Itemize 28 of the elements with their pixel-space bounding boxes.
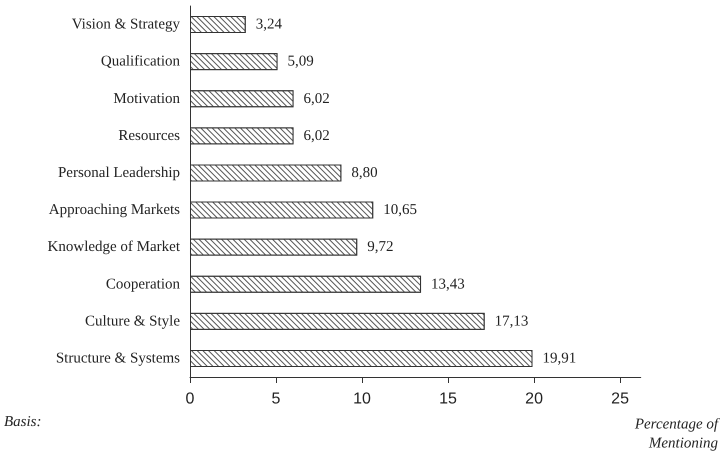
x-tick-label: 15 bbox=[439, 390, 458, 408]
data-label: 10,65 bbox=[383, 202, 417, 218]
y-tick-label: Culture & Style bbox=[85, 313, 180, 330]
data-label: 13,43 bbox=[431, 276, 465, 292]
x-tick-label: 0 bbox=[186, 390, 195, 408]
data-label: 17,13 bbox=[494, 313, 528, 330]
y-tick-label: Personal Leadership bbox=[58, 164, 180, 181]
y-tick-label: Approaching Markets bbox=[48, 202, 180, 218]
y-tick-label: Knowledge of Market bbox=[48, 239, 181, 256]
x-tick-label: 20 bbox=[525, 390, 544, 408]
text: Basis: bbox=[4, 414, 42, 431]
y-tick-label: Qualification bbox=[100, 54, 180, 70]
data-label: 8,80 bbox=[351, 164, 378, 181]
data-label: 9,72 bbox=[367, 239, 394, 256]
y-tick-label: Vision & Strategy bbox=[72, 16, 180, 33]
y-tick-label: Motivation bbox=[113, 90, 180, 107]
y-tick-label: Resources bbox=[118, 128, 180, 144]
x-tick-label: 10 bbox=[353, 390, 372, 408]
y-tick-label: Structure & Systems bbox=[56, 350, 180, 366]
data-label: 19,91 bbox=[542, 350, 576, 366]
x-tick-label: 5 bbox=[272, 390, 281, 408]
x-axis-title: Percentage of Mentioning bbox=[634, 416, 720, 452]
data-label: 6,02 bbox=[304, 128, 330, 144]
x-tick-label: 25 bbox=[611, 390, 630, 408]
data-label: 5,09 bbox=[288, 54, 314, 70]
data-label: 6,02 bbox=[304, 90, 330, 107]
data-label: 3,24 bbox=[256, 16, 282, 33]
y-tick-label: Cooperation bbox=[106, 276, 180, 292]
